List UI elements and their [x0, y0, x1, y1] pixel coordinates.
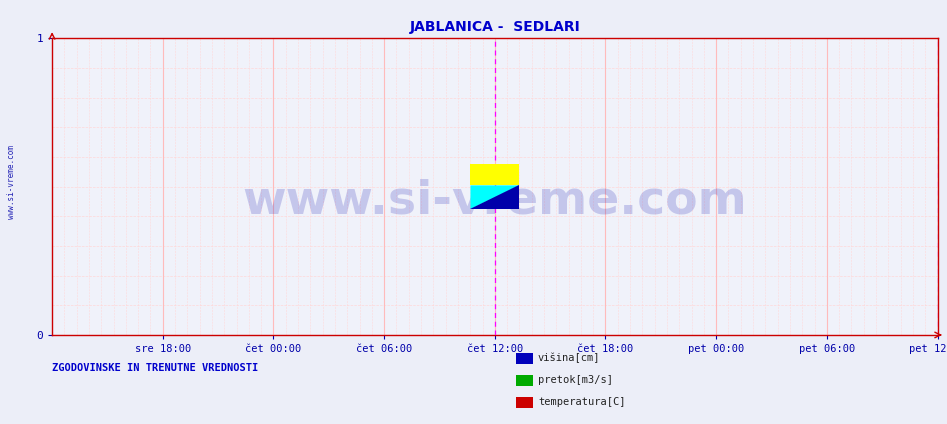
Text: temperatura[C]: temperatura[C] — [538, 397, 625, 407]
Bar — [471, 164, 519, 185]
Title: JABLANICA -  SEDLARI: JABLANICA - SEDLARI — [409, 20, 581, 34]
Text: pretok[m3/s]: pretok[m3/s] — [538, 375, 613, 385]
Polygon shape — [471, 185, 519, 209]
Text: višina[cm]: višina[cm] — [538, 353, 600, 363]
Text: www.si-vreme.com: www.si-vreme.com — [7, 145, 16, 219]
Polygon shape — [471, 185, 519, 209]
Text: ZGODOVINSKE IN TRENUTNE VREDNOSTI: ZGODOVINSKE IN TRENUTNE VREDNOSTI — [52, 363, 259, 373]
Text: www.si-vreme.com: www.si-vreme.com — [242, 179, 747, 224]
